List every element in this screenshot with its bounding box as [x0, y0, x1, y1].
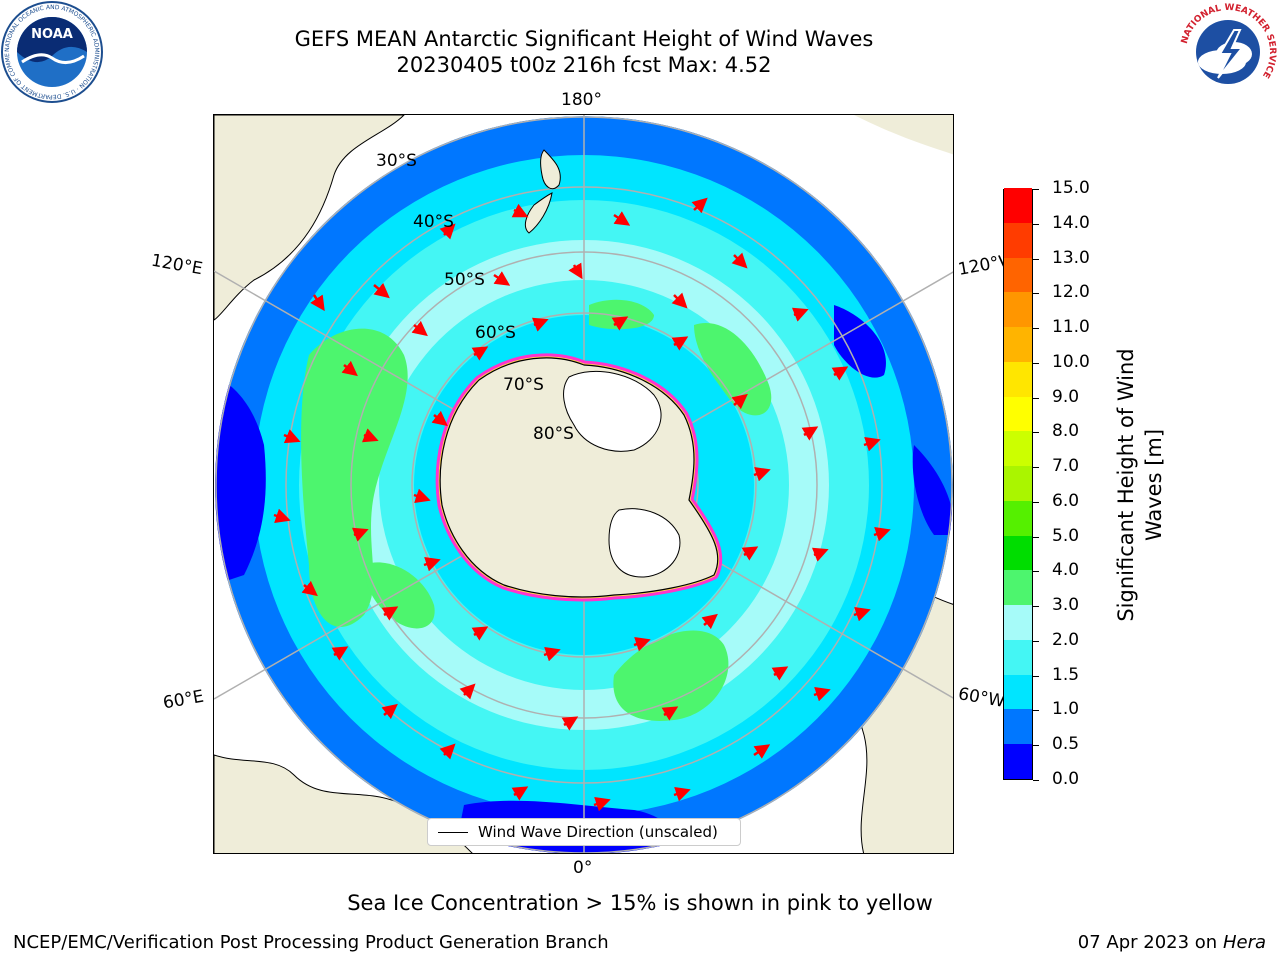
colorbar-tick-label: 3.0 — [1052, 595, 1080, 616]
colorbar-tick-label: 11.0 — [1052, 317, 1090, 338]
colorbar-segment — [1004, 709, 1032, 745]
lon-label-60e: 60°E — [161, 686, 206, 714]
colorbar-segment — [1004, 326, 1032, 362]
colorbar-segment — [1004, 187, 1032, 223]
colorbar-title-line1: Significant Height of Wind — [1114, 348, 1138, 622]
credit-date: 07 Apr 2023 on Hera — [1078, 932, 1266, 953]
colorbar-segment — [1004, 257, 1032, 293]
lat-label-60s: 60°S — [475, 323, 516, 343]
colorbar-tick — [1033, 640, 1039, 642]
colorbar-tick — [1033, 223, 1039, 225]
colorbar-tick — [1033, 397, 1039, 399]
colorbar-segment — [1004, 396, 1032, 432]
colorbar-tick — [1033, 467, 1039, 469]
colorbar-segment — [1004, 743, 1032, 779]
colorbar-tick-label: 7.0 — [1052, 456, 1080, 477]
colorbar-tick — [1033, 258, 1039, 260]
colorbar-tick — [1033, 536, 1039, 538]
wave-direction-arrows — [273, 197, 891, 812]
map-subtitle: 20230405 t00z 216h fcst Max: 4.52 — [396, 53, 772, 77]
colorbar-tick-label: 0.0 — [1052, 769, 1080, 789]
colorbar-tick-label: 10.0 — [1052, 351, 1090, 372]
wave-height-map — [213, 114, 954, 854]
colorbar-segment — [1004, 569, 1032, 606]
colorbar-tick — [1033, 501, 1039, 503]
map-legend: Wind Wave Direction (unscaled) — [427, 818, 741, 846]
colorbar-tick — [1033, 189, 1039, 190]
polar-map-canvas — [214, 115, 953, 853]
colorbar-tick — [1033, 606, 1039, 608]
colorbar-tick-label: 8.0 — [1052, 421, 1080, 442]
colorbar-tick — [1033, 328, 1039, 330]
lat-label-70s: 70°S — [503, 375, 544, 395]
credit-date-text: 07 Apr 2023 on — [1077, 932, 1223, 953]
colorbar-tick-label: 1.5 — [1052, 664, 1080, 685]
lat-label-80s: 80°S — [533, 424, 574, 444]
colorbar-segment — [1004, 500, 1032, 536]
colorbar-title-line2: Waves [m] — [1142, 428, 1166, 542]
lon-label-120e: 120°E — [149, 250, 205, 280]
sea-ice-footnote: Sea Ice Concentration > 15% is shown in … — [347, 891, 933, 915]
noaa-logo: NATIONAL OCEANIC AND ATMOSPHERIC ADMINIS… — [0, 0, 103, 103]
colorbar-segment — [1004, 361, 1032, 397]
colorbar-segment — [1004, 222, 1032, 258]
nws-logo: NATIONAL WEATHER SERVICE — [1178, 2, 1278, 102]
colorbar-tick — [1033, 710, 1039, 712]
lat-label-30s: 30°S — [376, 151, 417, 171]
noaa-wordmark: NOAA — [31, 27, 73, 42]
legend-label: Wind Wave Direction (unscaled) — [478, 823, 718, 841]
colorbar-segment — [1004, 674, 1032, 710]
colorbar-tick — [1033, 432, 1039, 434]
colorbar-tick — [1033, 745, 1039, 747]
legend-line-swatch — [438, 832, 468, 833]
colorbar-tick — [1033, 293, 1039, 295]
lat-label-50s: 50°S — [444, 270, 485, 290]
colorbar-title: Significant Height of Wind Waves [m] — [1112, 348, 1168, 621]
new-zealand — [524, 149, 561, 234]
colorbar-tick — [1033, 571, 1039, 573]
colorbar-tick-label: 14.0 — [1052, 212, 1090, 233]
colorbar-segment — [1004, 465, 1032, 501]
colorbar-tick-label: 2.0 — [1052, 629, 1080, 650]
lat-label-40s: 40°S — [413, 212, 454, 232]
colorbar-tick — [1033, 675, 1039, 677]
antarctica — [435, 353, 723, 602]
map-title: GEFS MEAN Antarctic Significant Height o… — [294, 27, 874, 51]
credit-machine: Hera — [1222, 932, 1266, 953]
credit-branch: NCEP/EMC/Verification Post Processing Pr… — [13, 932, 609, 953]
colorbar-segment — [1004, 639, 1032, 675]
lon-label-180: 180° — [561, 90, 602, 110]
lon-label-60w: 60°W — [956, 684, 1007, 712]
colorbar-tick-label: 12.0 — [1052, 282, 1090, 303]
colorbar-segment — [1004, 535, 1032, 571]
colorbar-tick-label: 6.0 — [1052, 490, 1080, 511]
colorbar-tick — [1033, 362, 1039, 364]
colorbar-tick-label: 13.0 — [1052, 247, 1090, 268]
colorbar-tick-label: 4.0 — [1052, 560, 1080, 581]
lon-label-0: 0° — [573, 858, 593, 878]
colorbar — [1003, 187, 1033, 780]
colorbar-tick-label: 5.0 — [1052, 525, 1080, 546]
colorbar-segment — [1004, 430, 1032, 467]
colorbar-tick-label: 0.5 — [1052, 734, 1080, 755]
colorbar-segment — [1004, 604, 1032, 640]
colorbar-tick — [1033, 780, 1039, 781]
colorbar-tick-label: 9.0 — [1052, 386, 1080, 407]
colorbar-tick-label: 15.0 — [1052, 178, 1090, 198]
colorbar-tick-label: 1.0 — [1052, 699, 1080, 720]
colorbar-segment — [1004, 291, 1032, 328]
